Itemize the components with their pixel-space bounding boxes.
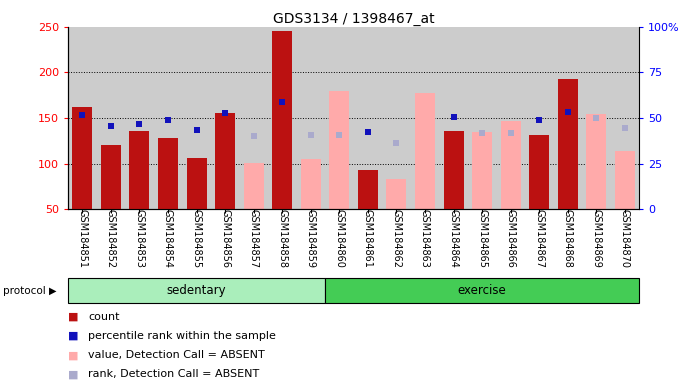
Bar — [382, 27, 411, 209]
Text: ■: ■ — [68, 312, 78, 322]
Text: count: count — [88, 312, 120, 322]
Text: GSM184865: GSM184865 — [477, 209, 487, 268]
Bar — [101, 144, 121, 209]
Text: GSM184853: GSM184853 — [135, 209, 144, 268]
Bar — [472, 132, 492, 209]
Bar — [500, 121, 521, 209]
Text: GSM184855: GSM184855 — [192, 209, 201, 268]
Text: GSM184860: GSM184860 — [335, 209, 344, 268]
Text: GSM184867: GSM184867 — [534, 209, 544, 268]
Text: GSM184861: GSM184861 — [363, 209, 373, 268]
Bar — [215, 113, 235, 209]
Bar — [611, 27, 639, 209]
Bar — [443, 131, 464, 209]
Text: GSM184870: GSM184870 — [620, 209, 630, 268]
Bar — [154, 27, 182, 209]
Bar — [68, 27, 97, 209]
Text: percentile rank within the sample: percentile rank within the sample — [88, 331, 276, 341]
Bar — [272, 31, 292, 209]
Text: GSM184866: GSM184866 — [506, 209, 515, 268]
Bar — [358, 170, 378, 209]
Text: exercise: exercise — [458, 285, 507, 297]
Bar — [296, 27, 325, 209]
Bar — [243, 163, 264, 209]
Bar — [386, 179, 407, 209]
Bar — [186, 158, 207, 209]
Bar — [525, 27, 554, 209]
Text: ■: ■ — [68, 369, 78, 379]
Text: protocol: protocol — [3, 286, 46, 296]
Bar — [268, 27, 296, 209]
Bar — [615, 151, 635, 209]
Bar — [415, 93, 435, 209]
Text: GSM184856: GSM184856 — [220, 209, 230, 268]
Text: ■: ■ — [68, 331, 78, 341]
Text: GSM184863: GSM184863 — [420, 209, 430, 268]
Bar — [329, 91, 350, 209]
Title: GDS3134 / 1398467_at: GDS3134 / 1398467_at — [273, 12, 435, 26]
Bar — [68, 278, 325, 303]
Text: rank, Detection Call = ABSENT: rank, Detection Call = ABSENT — [88, 369, 260, 379]
Bar — [125, 27, 154, 209]
Text: ■: ■ — [68, 350, 78, 360]
Text: GSM184852: GSM184852 — [106, 209, 116, 268]
Text: GSM184851: GSM184851 — [78, 209, 87, 268]
Text: GSM184869: GSM184869 — [592, 209, 601, 268]
Bar — [558, 79, 578, 209]
Text: GSM184868: GSM184868 — [563, 209, 573, 268]
Bar — [496, 27, 525, 209]
Bar — [325, 27, 354, 209]
Text: GSM184857: GSM184857 — [249, 209, 258, 268]
Bar — [97, 27, 125, 209]
Bar — [239, 27, 268, 209]
Bar — [211, 27, 239, 209]
Bar — [129, 131, 150, 209]
Bar — [529, 136, 549, 209]
Text: ▶: ▶ — [49, 286, 56, 296]
Text: GSM184858: GSM184858 — [277, 209, 287, 268]
Bar — [582, 27, 611, 209]
Text: GSM184854: GSM184854 — [163, 209, 173, 268]
Bar — [182, 27, 211, 209]
Bar — [72, 107, 92, 209]
Bar — [301, 159, 321, 209]
Text: GSM184859: GSM184859 — [306, 209, 316, 268]
Text: GSM184862: GSM184862 — [392, 209, 401, 268]
Bar — [158, 138, 178, 209]
Bar — [468, 27, 496, 209]
Text: GSM184864: GSM184864 — [449, 209, 458, 268]
Bar — [354, 27, 382, 209]
Bar — [411, 27, 439, 209]
Bar — [586, 114, 607, 209]
Bar — [439, 27, 468, 209]
Bar — [325, 278, 639, 303]
Text: value, Detection Call = ABSENT: value, Detection Call = ABSENT — [88, 350, 265, 360]
Bar — [554, 27, 582, 209]
Text: sedentary: sedentary — [167, 285, 226, 297]
